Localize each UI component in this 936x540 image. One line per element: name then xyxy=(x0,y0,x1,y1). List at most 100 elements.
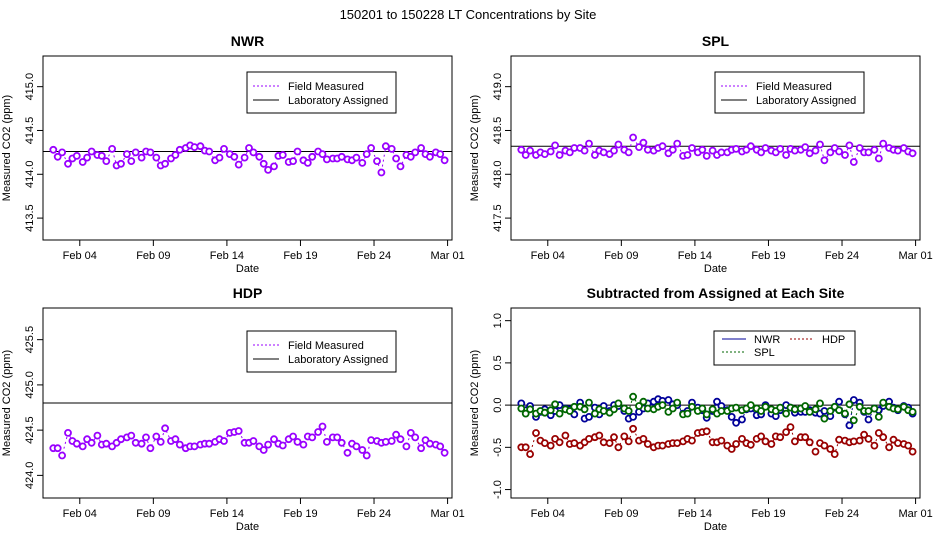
data-point xyxy=(87,147,96,156)
data-point xyxy=(708,146,717,155)
x-tick-label: Feb 04 xyxy=(531,250,565,262)
data-point-spl xyxy=(517,404,526,413)
y-tick-label: 425.5 xyxy=(24,326,36,354)
data-point-spl xyxy=(526,405,534,414)
data-point-spl xyxy=(580,405,589,414)
x-tick-label: Feb 24 xyxy=(357,508,391,520)
data-point-nwr xyxy=(727,412,736,421)
data-point-hdp xyxy=(860,430,868,439)
data-point xyxy=(127,431,136,440)
data-point-nwr xyxy=(738,415,746,424)
data-point-spl xyxy=(624,407,633,415)
data-point-spl xyxy=(855,402,864,411)
data-point xyxy=(396,162,405,171)
y-tick-label: 418.0 xyxy=(492,161,504,189)
data-point-hdp xyxy=(767,440,776,448)
x-tick-label: Mar 01 xyxy=(430,508,464,520)
data-point-hdp xyxy=(791,437,799,446)
data-point-nwr xyxy=(835,397,843,406)
data-point xyxy=(270,162,278,171)
data-point-spl xyxy=(845,400,854,409)
data-point-hdp xyxy=(555,438,564,447)
data-point xyxy=(580,146,589,155)
panel-title: Subtracted from Assigned at Each Site xyxy=(587,285,845,301)
data-point-spl xyxy=(801,402,810,410)
panels: NWR Feb 04 Feb 09 Feb 14 Feb 19 Feb 24 Mar 01 D… xyxy=(1,33,933,533)
legend: Field Measured Laboratory Assigned xyxy=(246,330,397,373)
data-point xyxy=(171,151,180,159)
data-point xyxy=(635,143,643,152)
data-point xyxy=(811,146,820,155)
data-point xyxy=(93,431,102,440)
data-point xyxy=(392,154,401,163)
data-point xyxy=(673,139,682,148)
x-tick-label: Feb 04 xyxy=(63,250,97,262)
y-tick-label: 425.0 xyxy=(24,371,36,399)
y-axis-label: Measured CO2 (ppm) xyxy=(469,350,481,456)
x-tick-label: Mar 01 xyxy=(430,250,464,262)
data-point-hdp xyxy=(820,441,829,450)
data-point-hdp xyxy=(826,445,835,453)
y-tick-label: 424.0 xyxy=(24,462,36,490)
data-point-hdp xyxy=(595,431,604,440)
data-point xyxy=(688,144,696,152)
data-point xyxy=(53,444,62,453)
data-point xyxy=(249,148,258,157)
data-point-spl xyxy=(629,392,637,401)
panel-title: SPL xyxy=(702,33,730,49)
legend-box xyxy=(246,71,397,114)
data-point-hdp xyxy=(526,450,534,459)
data-point-hdp xyxy=(610,433,618,442)
x-tick-label: Feb 09 xyxy=(136,250,170,262)
data-point xyxy=(259,446,268,454)
data-point xyxy=(358,446,367,454)
data-point-spl xyxy=(820,414,829,423)
data-point xyxy=(289,157,298,166)
data-point xyxy=(234,427,243,435)
data-point xyxy=(387,144,396,153)
data-point xyxy=(392,430,401,439)
data-point xyxy=(137,153,146,162)
data-point-spl xyxy=(757,407,765,415)
plot-frame xyxy=(510,307,921,499)
data-point-hdp xyxy=(727,445,736,453)
data-point-hdp xyxy=(639,434,648,443)
data-point xyxy=(337,438,346,447)
data-point xyxy=(64,428,72,437)
data-point-hdp xyxy=(717,436,726,445)
y-tick-label: -1.0 xyxy=(492,480,504,499)
data-point xyxy=(835,147,843,156)
y-tick-label: 415.0 xyxy=(24,73,36,101)
y-tick-label: 414.5 xyxy=(24,117,36,145)
legend-label-lab: Laboratory Assigned xyxy=(756,95,856,107)
data-point-hdp xyxy=(805,438,814,447)
data-point-spl xyxy=(870,404,879,413)
data-point xyxy=(387,437,396,445)
data-point xyxy=(87,438,96,447)
data-point xyxy=(152,153,161,162)
figure-title: 150201 to 150228 LT Concentrations by Si… xyxy=(340,7,597,22)
data-point xyxy=(264,165,273,174)
data-point xyxy=(108,144,116,153)
legend-box xyxy=(246,330,397,373)
data-point-spl xyxy=(658,401,667,410)
data-point xyxy=(161,424,170,433)
data-point xyxy=(436,150,445,159)
data-point xyxy=(322,155,331,164)
y-axis-label: Measured CO2 (ppm) xyxy=(1,95,13,201)
data-point xyxy=(417,444,426,453)
data-point xyxy=(58,148,66,157)
data-point xyxy=(874,154,883,163)
x-tick-label: Feb 09 xyxy=(136,508,170,520)
plot-frame xyxy=(42,55,453,241)
data-point-hdp xyxy=(904,441,913,450)
data-point xyxy=(343,448,352,457)
x-tick-label: Feb 24 xyxy=(825,508,859,520)
y-tick-label: 413.5 xyxy=(24,204,36,232)
data-point xyxy=(565,148,574,157)
x-tick-label: Feb 19 xyxy=(751,508,785,520)
y-tick-label: 419.0 xyxy=(492,73,504,101)
data-point-spl xyxy=(614,399,623,408)
plot-frame xyxy=(510,55,921,241)
x-tick-label: Mar 01 xyxy=(898,250,932,262)
